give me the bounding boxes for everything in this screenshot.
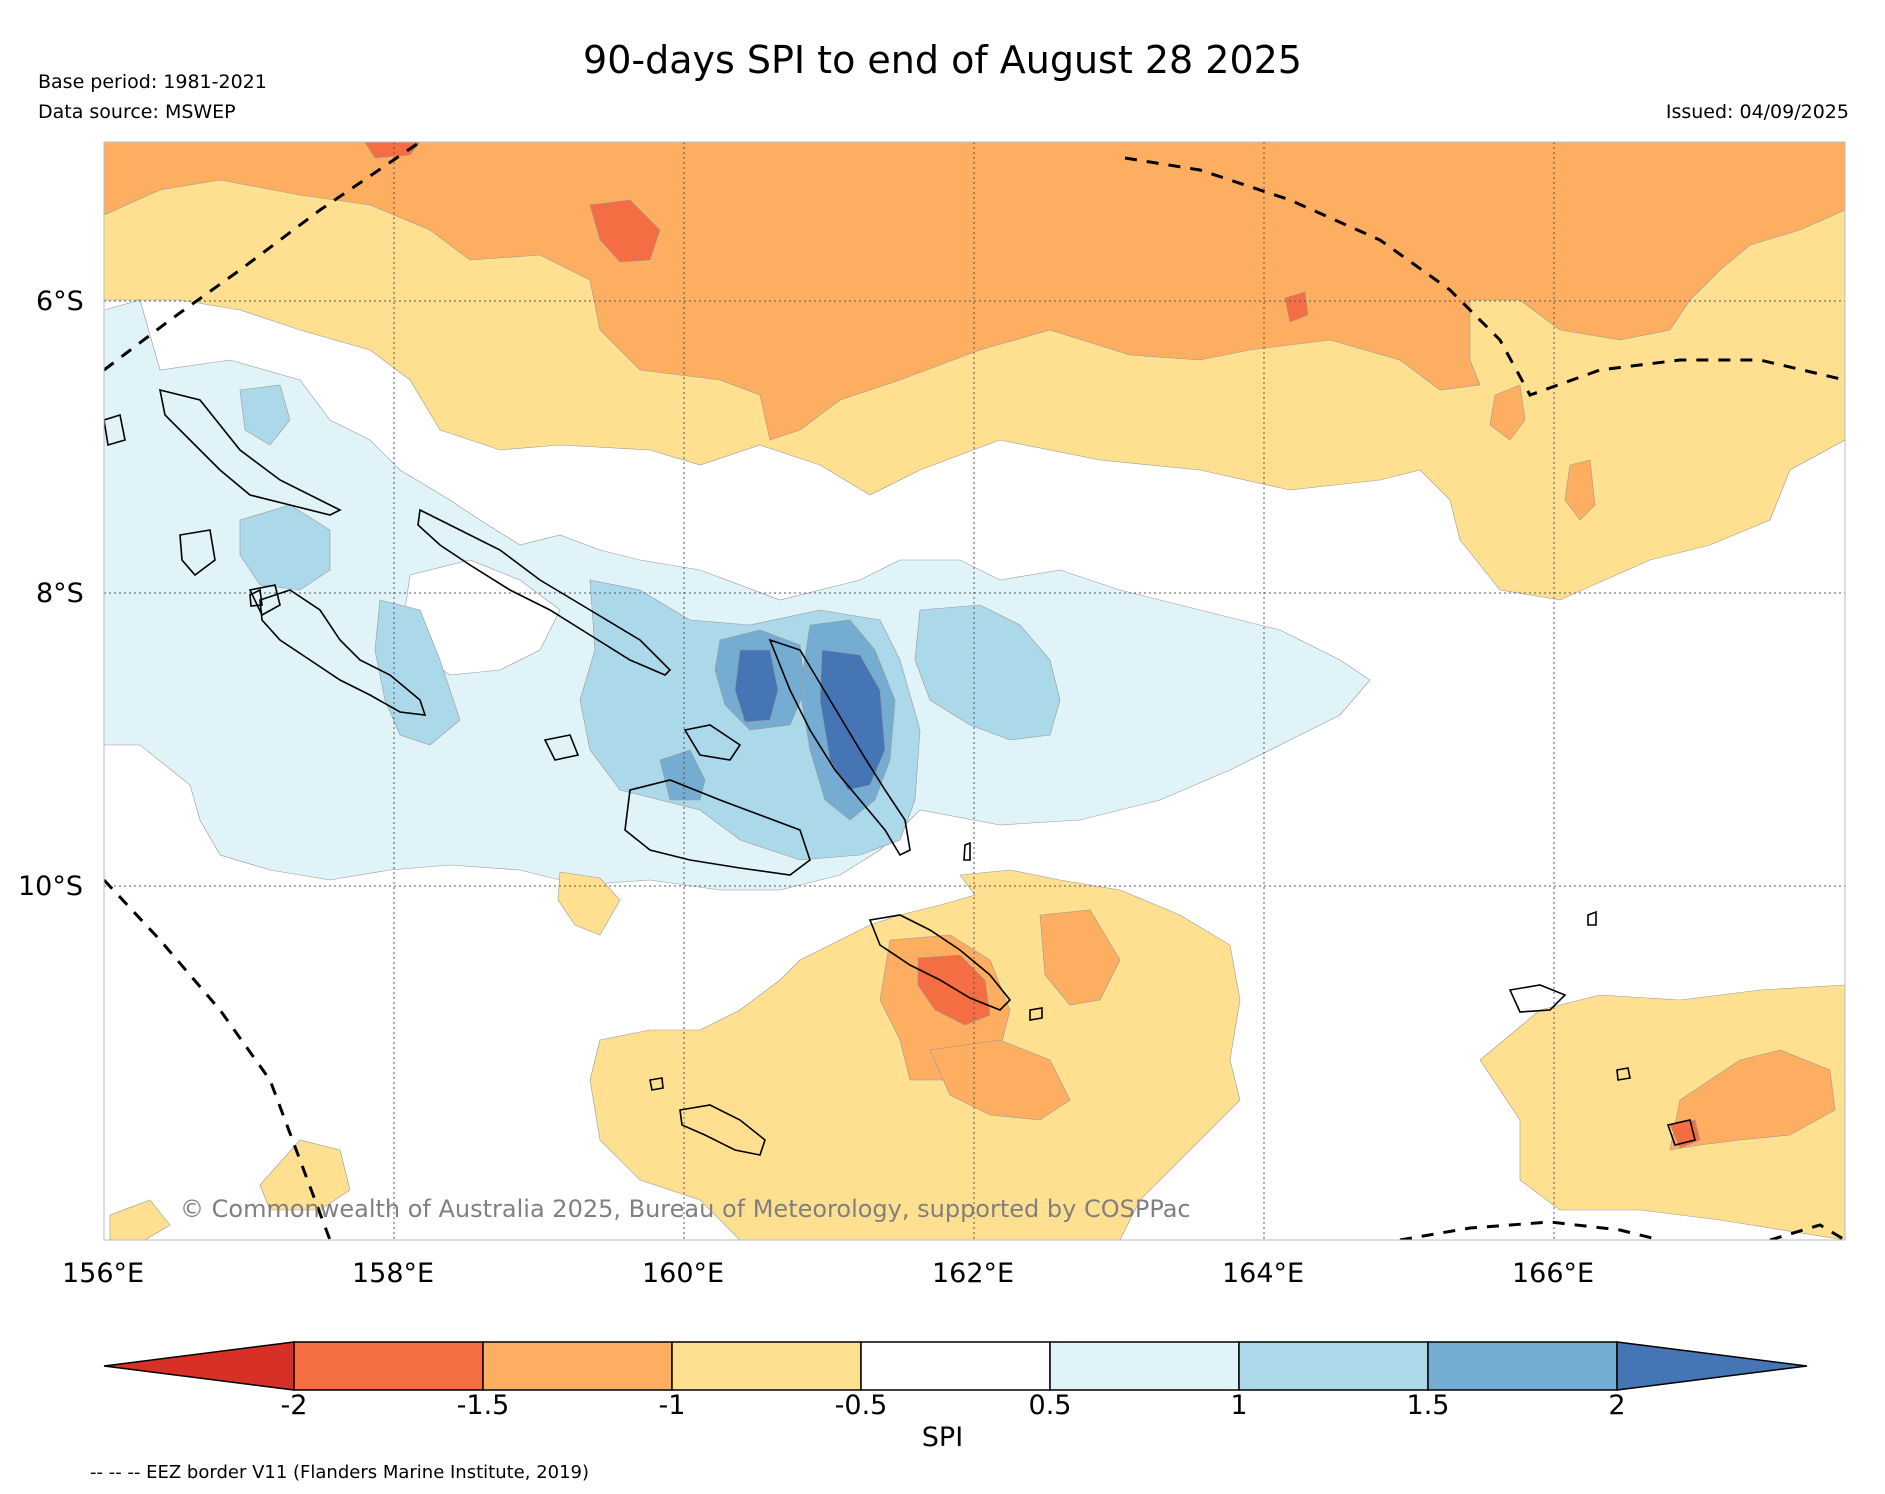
spi-zone-wet-strong-3 bbox=[659, 749, 706, 801]
spi-zone-moderately-dry-southwest-3 bbox=[109, 1199, 171, 1240]
spi-zone-dry-east bbox=[1489, 384, 1526, 441]
colorbar-class-7 bbox=[1427, 1341, 1618, 1391]
base-period-label: Base period: 1981-2021 bbox=[38, 71, 267, 93]
colorbar-class-2 bbox=[482, 1341, 673, 1391]
spi-zone-very-wet-west bbox=[239, 504, 331, 591]
lon-label-158e: 158°E bbox=[352, 1258, 435, 1289]
spi-zone-very-wet-west-2 bbox=[239, 384, 291, 446]
map-frame bbox=[103, 141, 1846, 1241]
island-vella-lavella bbox=[179, 529, 216, 577]
colorbar-tick-label: 0.5 bbox=[1028, 1390, 1072, 1421]
lat-label-10s: 10°S bbox=[18, 871, 83, 902]
spi-zone-moderately-dry-southeast bbox=[1479, 984, 1845, 1240]
island-ontong-java bbox=[963, 841, 971, 861]
spi-zone-very-wet-east bbox=[914, 604, 1061, 741]
colorbar-extend-high bbox=[1616, 1341, 1808, 1391]
eez-border-north-west bbox=[104, 142, 421, 372]
island-santa-isabel bbox=[417, 508, 672, 676]
eez-border-north-east bbox=[1124, 156, 1845, 397]
spi-zone-moderately-wet bbox=[104, 299, 1371, 891]
eez-border-south-east bbox=[1399, 1220, 1661, 1240]
colorbar-tick-label: 1 bbox=[1230, 1390, 1248, 1421]
spi-zone-dry-south-2 bbox=[929, 1039, 1071, 1121]
spi-zone-extremely-wet-2 bbox=[819, 649, 886, 791]
island-rennell bbox=[679, 1104, 766, 1156]
island-shortland bbox=[249, 588, 263, 607]
island-santa-cruz bbox=[1508, 984, 1567, 1013]
colorbar-tick-label: -1.5 bbox=[456, 1390, 510, 1421]
island-vanikoro bbox=[1666, 1119, 1696, 1146]
map-gridlines bbox=[104, 142, 1845, 1240]
coastlines bbox=[104, 388, 1696, 1156]
island-makira bbox=[868, 914, 1012, 1011]
colorbar-tick-label: -0.5 bbox=[834, 1390, 888, 1421]
issued-date-label: Issued: 04/09/2025 bbox=[1665, 101, 1849, 123]
eez-border-south-west bbox=[104, 878, 332, 1240]
island-reef bbox=[1587, 910, 1597, 926]
island-new-georgia bbox=[259, 589, 427, 716]
colorbar-class-4 bbox=[860, 1341, 1051, 1391]
spi-zone-dry-southeast bbox=[1669, 1049, 1836, 1151]
island-tikopia bbox=[1616, 1067, 1631, 1081]
eez-footnote: -- -- -- EEZ border V11 (Flanders Marine… bbox=[90, 1462, 590, 1483]
spi-zone-severely-dry-north bbox=[589, 199, 661, 263]
colorbar-class-6 bbox=[1238, 1341, 1429, 1391]
data-source-label: Data source: MSWEP bbox=[38, 101, 236, 123]
colorbar-title: SPI bbox=[921, 1422, 964, 1453]
island-malaita bbox=[768, 638, 911, 857]
lon-label-160e: 160°E bbox=[642, 1258, 725, 1289]
copyright-notice: © Commonwealth of Australia 2025, Bureau… bbox=[180, 1195, 1191, 1223]
spi-zone-severely-dry-south bbox=[917, 954, 991, 1026]
colorbar-class-5 bbox=[1049, 1341, 1240, 1391]
lon-label-156e: 156°E bbox=[62, 1258, 145, 1289]
island-florida bbox=[683, 724, 742, 761]
spi-zone-dry-north bbox=[104, 142, 1845, 441]
lon-label-162e: 162°E bbox=[932, 1258, 1015, 1289]
spi-zone-moderately-dry-southwest-2 bbox=[557, 871, 621, 936]
island-choiseul bbox=[158, 388, 342, 516]
eez-borders bbox=[104, 142, 1845, 1240]
colorbar-class-1 bbox=[293, 1341, 484, 1391]
island-russell bbox=[543, 734, 580, 761]
spi-zone-dry-south-3 bbox=[1039, 909, 1121, 1006]
lon-label-164e: 164°E bbox=[1222, 1258, 1305, 1289]
spi-zone-extremely-wet bbox=[734, 649, 779, 723]
eez-border-south-east-2 bbox=[1769, 1223, 1845, 1240]
island-bougainville-tip bbox=[104, 413, 126, 447]
colorbar-extend-low bbox=[103, 1341, 295, 1391]
colorbar-tick-label: -2 bbox=[280, 1390, 308, 1421]
spi-zone-severely-dry-north-2 bbox=[364, 142, 421, 159]
island-guadalcanal bbox=[624, 779, 811, 876]
lon-label-166e: 166°E bbox=[1512, 1258, 1595, 1289]
colorbar-tick-label: 2 bbox=[1608, 1390, 1626, 1421]
island-bellona bbox=[649, 1077, 664, 1091]
spi-zone-very-wet-central bbox=[374, 599, 461, 746]
colorbar-tick-label: 1.5 bbox=[1406, 1390, 1450, 1421]
spi-zone-dry-east-2 bbox=[1564, 459, 1596, 521]
spi-zone-severely-dry-north-3 bbox=[1284, 291, 1309, 323]
island-kolombangara bbox=[248, 584, 281, 617]
chart-title: 90-days SPI to end of August 28 2025 bbox=[583, 38, 1302, 82]
lat-label-6s: 6°S bbox=[36, 286, 84, 317]
colorbar-class-3 bbox=[671, 1341, 862, 1391]
colorbar-tick-label: -1 bbox=[658, 1390, 686, 1421]
island-ulawa bbox=[1029, 1007, 1043, 1021]
lat-label-8s: 8°S bbox=[36, 578, 84, 609]
